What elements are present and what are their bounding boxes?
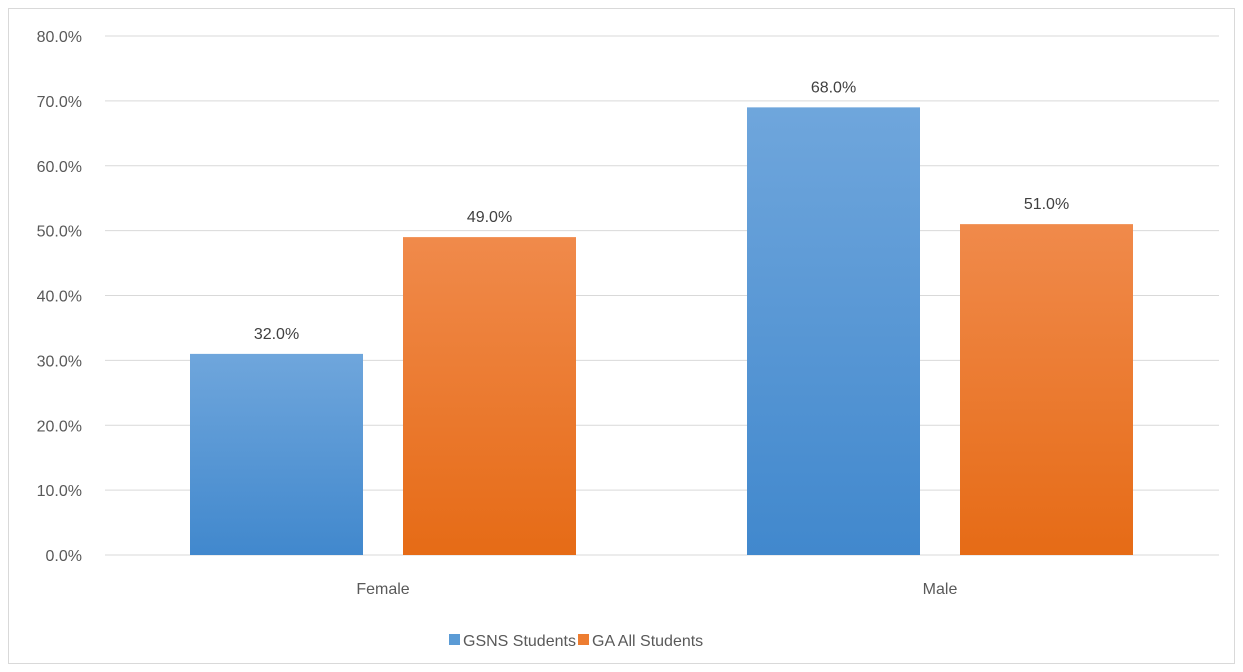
bar-ga-all-students-male [960, 224, 1133, 555]
x-axis-categories: Female Male [356, 581, 957, 598]
legend: GSNS Students GA All Students [449, 633, 703, 650]
x-category-label: Female [356, 581, 409, 598]
legend-swatch [578, 634, 589, 645]
legend-swatch [449, 634, 460, 645]
x-category-label: Male [923, 581, 958, 598]
bar-ga-all-students-female [403, 237, 576, 556]
y-tick-label: 30.0% [37, 353, 82, 370]
bar-gsns-students-female [190, 353, 363, 555]
data-labels: 32.0% 68.0% 49.0% 51.0% [254, 79, 1069, 343]
data-label: 49.0% [467, 209, 512, 226]
y-tick-label: 20.0% [37, 418, 82, 435]
legend-label: GA All Students [592, 633, 703, 650]
y-tick-label: 0.0% [46, 548, 82, 565]
data-label: 68.0% [811, 79, 856, 96]
y-tick-label: 40.0% [37, 289, 82, 306]
y-tick-label: 70.0% [37, 94, 82, 111]
data-label: 32.0% [254, 326, 299, 343]
y-tick-label: 10.0% [37, 483, 82, 500]
y-axis-ticks: 0.0% 10.0% 20.0% 30.0% 40.0% 50.0% 60.0% 70.0% 8… [37, 29, 82, 565]
legend-label: GSNS Students [463, 633, 576, 650]
bars [190, 107, 1133, 556]
y-tick-label: 60.0% [37, 159, 82, 176]
data-label: 51.0% [1024, 196, 1069, 213]
y-tick-label: 50.0% [37, 224, 82, 241]
bar-gsns-students-male [747, 107, 920, 556]
y-tick-label: 80.0% [37, 29, 82, 46]
